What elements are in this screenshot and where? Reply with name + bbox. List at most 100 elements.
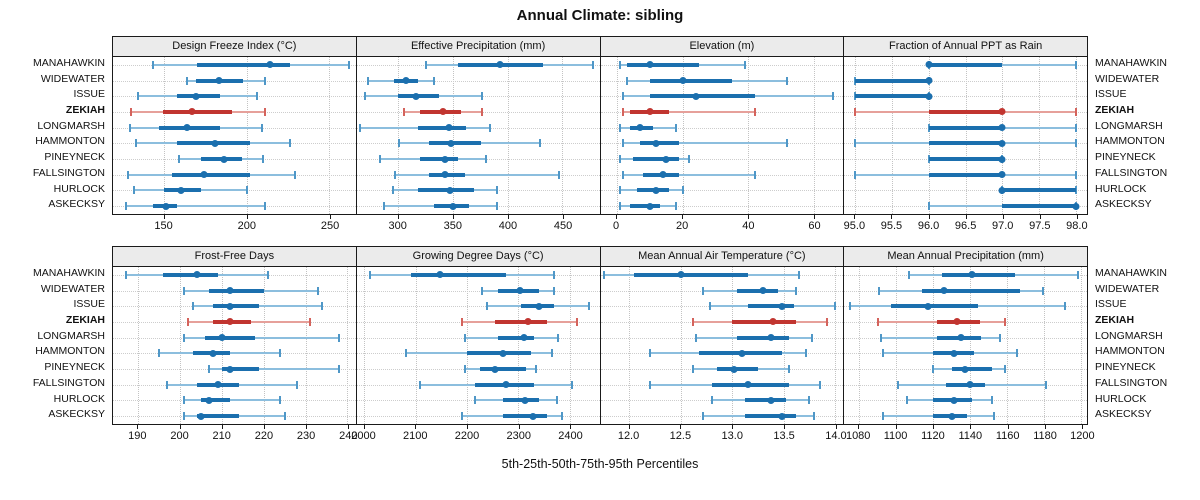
axis-tick-mark (246, 215, 248, 219)
site-labels-left: MANAHAWKIN WIDEWATER ISSUE ZEKIAH LONGMARSH H… (0, 246, 112, 449)
whisker-cap (991, 396, 994, 405)
vertical-gridline (179, 267, 181, 424)
median-dot (652, 139, 660, 147)
axis-tick-label: 96.0 (917, 220, 940, 232)
whisker-cap (186, 76, 189, 85)
whisker-cap (485, 302, 488, 311)
vertical-gridline (1039, 57, 1041, 214)
whisker-cap (834, 302, 837, 311)
whisker-cap (571, 380, 574, 389)
whisker-cap (460, 317, 463, 326)
row-guide-line (356, 80, 600, 82)
axis-tick-mark (1045, 425, 1047, 429)
axis-tick-label: 95.5 (880, 220, 903, 232)
whisker-cap (394, 170, 397, 179)
whisker-cap (557, 333, 560, 342)
whisker-cap (854, 139, 857, 148)
panel-x-axis: 95.0 95.5 96.0 96.5 97.0 97.5 98.0 (843, 215, 1088, 239)
axis-tick-mark (363, 425, 365, 429)
interquartile-bar (732, 319, 796, 324)
interquartile-bar (633, 157, 680, 162)
whisker-cap (263, 202, 266, 211)
axis-tick-mark (397, 215, 399, 219)
whisker-cap (882, 412, 885, 421)
axis-tick-label: 400 (498, 220, 518, 232)
interquartile-bar (634, 272, 748, 277)
site-label: HAMMONTON (1095, 345, 1165, 358)
whisker-cap (648, 380, 651, 389)
axis-tick-label: 2400 (558, 430, 583, 442)
whisker-cap (191, 302, 194, 311)
whisker-cap (619, 123, 622, 132)
whisker-cap (786, 76, 789, 85)
panel: Effective Precipitation (mm) 300 350 400 450 (355, 36, 601, 239)
row-guide-line (600, 159, 844, 161)
whisker-cap (710, 396, 713, 405)
axis-tick-label: 1180 (1033, 430, 1057, 442)
whisker-cap (811, 333, 814, 342)
vertical-gridline (507, 57, 509, 214)
site-label: FALLSINGTON (32, 166, 105, 179)
whisker-cap (1063, 302, 1066, 311)
axis-tick-mark (895, 425, 897, 429)
median-dot (778, 412, 786, 420)
median-dot (659, 171, 667, 179)
median-dot (215, 77, 223, 85)
vertical-gridline (616, 57, 618, 214)
whisker-cap (364, 92, 367, 101)
whisker-cap (1004, 365, 1007, 374)
whisker-cap (135, 139, 138, 148)
median-dot (209, 349, 217, 357)
interquartile-bar (928, 62, 1003, 67)
axis-tick-label: 0 (612, 220, 620, 232)
median-dot (744, 381, 752, 389)
panel-x-axis: 2000 2100 2200 2300 2400 (351, 425, 601, 449)
chart-title: Annual Climate: sibling (516, 7, 684, 24)
panel-plot-area (112, 267, 357, 425)
whisker-cap (619, 186, 622, 195)
panel: Growing Degree Days (°C) 2000 2100 2200 2300… (351, 246, 601, 449)
vertical-gridline (452, 57, 454, 214)
site-label: WIDEWATER (1095, 282, 1160, 295)
interquartile-bar (942, 272, 1015, 277)
interquartile-bar (162, 109, 232, 114)
median-dot (1072, 202, 1080, 210)
vertical-gridline (855, 57, 857, 214)
axis-tick-mark (330, 215, 332, 219)
whisker-cap (424, 60, 427, 69)
axis-tick-mark (1039, 215, 1041, 219)
whisker-cap (484, 155, 487, 164)
whisker-cap (625, 76, 628, 85)
whisker-cap (183, 396, 186, 405)
site-label: LONGMARSH (1095, 329, 1163, 342)
axis-tick-label: 240 (339, 430, 358, 442)
whisker-cap (553, 270, 556, 279)
axis-tick-mark (163, 215, 165, 219)
vertical-gridline (398, 57, 400, 214)
interquartile-bar (928, 157, 1003, 162)
whisker-cap (473, 396, 476, 405)
whisker-cap (906, 396, 909, 405)
vertical-gridline (813, 57, 815, 214)
whisker-cap (1074, 123, 1077, 132)
median-dot (177, 186, 185, 194)
median-dot (192, 92, 200, 100)
whisker-cap (293, 170, 296, 179)
panel: Fraction of Annual PPT as Rain 95.0 95.5 96… (843, 36, 1088, 239)
whisker-cap (338, 333, 340, 342)
interquartile-bar (417, 125, 467, 130)
interquartile-bar (928, 172, 1003, 177)
panel-header: Elevation (m) (599, 36, 845, 57)
median-dot (950, 349, 958, 357)
site-label: HURLOCK (53, 392, 105, 405)
whisker-cap (876, 317, 879, 326)
vertical-gridline (1075, 57, 1077, 214)
whisker-cap (794, 286, 797, 295)
site-label: HURLOCK (1095, 182, 1147, 195)
whisker-cap (255, 92, 258, 101)
interquartile-bar (417, 188, 474, 193)
median-dot (769, 318, 777, 326)
vertical-gridline (415, 267, 417, 424)
median-dot (412, 92, 420, 100)
axis-tick-mark (891, 215, 893, 219)
